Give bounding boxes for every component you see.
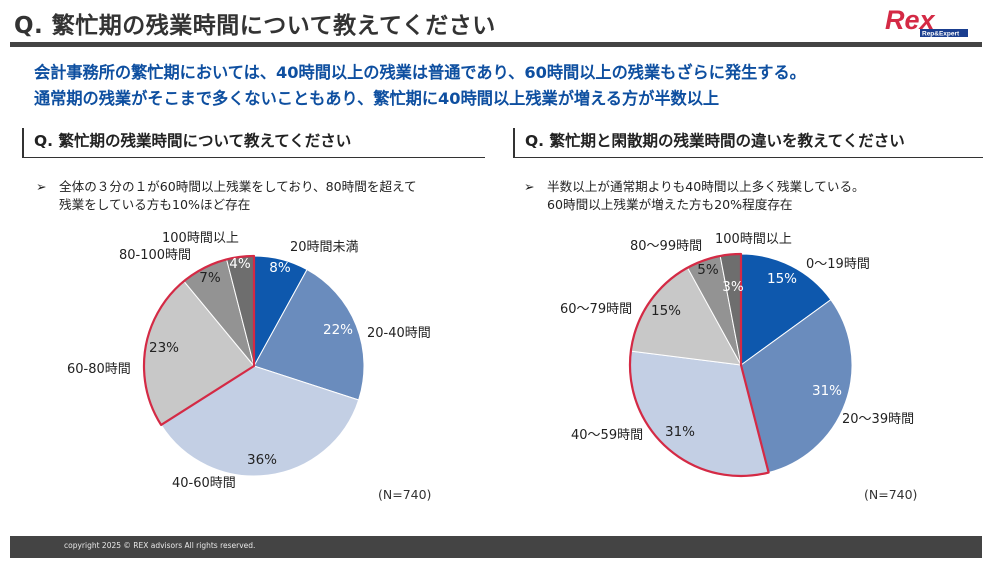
pie-value-label-2-3: 31%: [665, 424, 695, 440]
left-bullet-line-1: 全体の３分の１が60時間以上残業をしており、80時間を超えて: [59, 179, 417, 194]
summary-text: 会計事務所の繁忙期においては、40時間以上の残業は普通であり、60時間以上の残業…: [34, 60, 806, 112]
pie-value-label-1-2: 22%: [323, 322, 353, 338]
pie-category-label-2-2: 20～39時間: [842, 412, 914, 427]
pie-category-label-2-6: 100時間以上: [715, 232, 792, 247]
logo-underline: [920, 29, 968, 37]
pie-chart-2: 15% 31% 31% 15% 5%3% 0～19時間 20～39時間 40～59時間 60～7…: [560, 232, 914, 478]
logo-subtext: Rep&Expert: [922, 31, 960, 38]
pie-value-label-1-1: 8%: [269, 260, 291, 276]
right-panel-heading: Q. 繁忙期と閑散期の残業時間の違いを教えてください: [513, 128, 983, 158]
pie-category-label-1-1: 20時間未満: [290, 240, 359, 255]
rex-logo: Rex Rep&Expert: [885, 5, 968, 38]
pie-chart-1: 8% 22% 36% 23% 7% 4% 20時間未満 20-40時間 40-60時間 60-80…: [67, 231, 431, 491]
pie-category-label-1-2: 20-40時間: [367, 326, 431, 341]
summary-line-1: 会計事務所の繁忙期においては、40時間以上の残業は普通であり、60時間以上の残業…: [34, 63, 806, 82]
pie-slice-1-2: [253, 268, 365, 401]
bullet-arrow-icon: ➢: [36, 179, 47, 194]
pie-value-label-1-5: 7%: [199, 270, 221, 286]
pie-value-label-2-1: 15%: [767, 271, 797, 287]
pie-highlight-outline-1: [142, 254, 256, 427]
pie-value-label-2-5: 5%: [697, 262, 719, 278]
right-n-label: (N=740): [864, 487, 918, 502]
pie-category-label-2-1: 0～19時間: [806, 257, 870, 272]
pie-highlight-outline-2: [628, 252, 770, 478]
left-panel-heading: Q. 繁忙期の残業時間について教えてください: [22, 128, 485, 158]
pie-category-label-1-6: 100時間以上: [162, 231, 239, 246]
page-title: Q. 繁忙期の残業時間について教えてください: [14, 13, 496, 39]
bullet-arrow-icon: ➢: [524, 179, 535, 194]
copyright-text: copyright 2025 © REX advisors All rights…: [64, 541, 256, 550]
pie-category-label-2-5: 80～99時間: [630, 239, 702, 254]
footer-bar: copyright 2025 © REX advisors All rights…: [10, 536, 982, 558]
summary-line-2: 通常期の残業がそこまで多くないこともあり、繁忙期に40時間以上残業が増える方が半…: [34, 89, 720, 108]
right-bullet-line-1: 半数以上が通常期よりも40時間以上多く残業している。: [547, 179, 865, 194]
pie-category-label-1-3: 40-60時間: [172, 476, 236, 491]
right-bullet-line-2: 60時間以上残業が増えた方も20%程度存在: [547, 197, 793, 212]
pie-category-label-2-3: 40～59時間: [571, 428, 643, 443]
left-bullet-line-2: 残業をしている方も10%ほど存在: [59, 197, 251, 212]
left-n-label: (N=740): [378, 487, 432, 502]
title-divider: [10, 42, 982, 47]
pie-value-label-2-6: 3%: [722, 279, 744, 295]
pie-slice-2-2: [740, 299, 853, 474]
pie-category-label-2-4: 60～79時間: [560, 302, 632, 317]
pie-value-label-1-4: 23%: [149, 340, 179, 356]
pie-slice-2-1: [740, 253, 832, 366]
pie-category-label-1-4: 60-80時間: [67, 362, 131, 377]
pie-value-label-1-6: 4%: [229, 256, 251, 272]
pie-value-label-1-3: 36%: [247, 452, 277, 468]
pie-category-label-1-5: 80-100時間: [119, 248, 191, 263]
pie-value-label-2-4: 15%: [651, 303, 681, 319]
pie-slice-1-3: [160, 365, 360, 477]
pie-value-label-2-2: 31%: [812, 383, 842, 399]
